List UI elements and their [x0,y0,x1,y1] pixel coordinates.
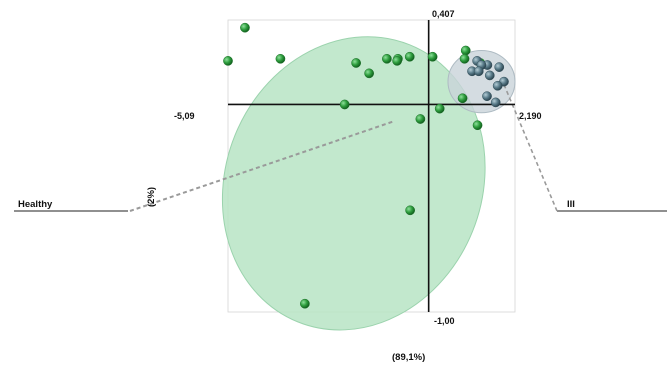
point-healthy [351,58,361,68]
point-healthy [405,205,415,216]
point-healthy [459,53,470,64]
point-iii [473,66,484,77]
point-iii [490,97,501,108]
zero-axes [228,20,515,312]
point-healthy [457,93,468,104]
point-iii [484,70,495,81]
y-axis-title: (2%) [146,186,157,207]
point-iii [494,62,505,72]
point-healthy [300,298,310,309]
x-axis-title: (89,1%) [392,352,426,363]
point-healthy [415,114,426,124]
point-healthy [240,22,250,33]
point-healthy [472,120,483,131]
point-healthy [427,51,438,62]
tick-label-y-max: 0,407 [432,9,455,19]
tick-label-x-max: 2,190 [519,111,542,121]
point-healthy [223,56,233,66]
tick-label-y-min: -1,00 [434,316,455,326]
group-label-healthy: Healthy [18,199,53,210]
point-healthy [460,45,471,56]
group-label-iii: III [567,199,575,210]
iii-connector [500,78,558,212]
confidence-ellipses [221,36,516,331]
point-iii [492,80,503,91]
tick-label-x-min: -5,09 [174,111,195,121]
data-points [223,22,509,309]
point-healthy [364,68,374,79]
ellipse-healthy [221,36,486,331]
point-healthy [392,56,402,66]
point-healthy [382,53,392,64]
point-healthy [339,99,350,110]
point-healthy [404,51,415,62]
healthy-connector [129,120,395,212]
group-connectors [14,78,667,212]
point-healthy [434,103,445,114]
point-healthy [275,53,286,64]
point-iii [482,91,492,102]
